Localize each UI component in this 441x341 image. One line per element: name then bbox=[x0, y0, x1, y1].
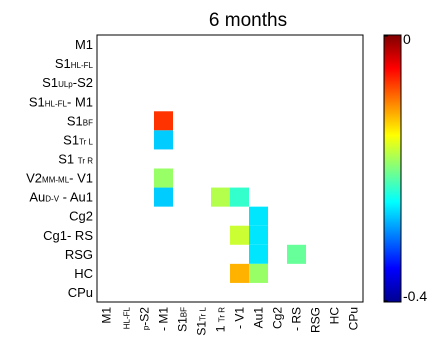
heatmap-cell bbox=[249, 244, 268, 264]
heatmap-cell bbox=[249, 225, 268, 245]
row-label: M1 bbox=[75, 37, 93, 52]
column-label: - RS bbox=[290, 307, 304, 331]
column-label: 1 Tr R bbox=[214, 307, 228, 332]
column-label: Au1 bbox=[252, 307, 266, 329]
row-label: AuD-V - Au1 bbox=[29, 190, 93, 205]
column-label: RSG bbox=[309, 307, 323, 333]
heatmap-cell bbox=[230, 263, 249, 283]
heatmap-cell bbox=[249, 206, 268, 226]
row-label: S1HL-FL- M1 bbox=[29, 94, 93, 109]
heatmap-cell bbox=[154, 168, 173, 188]
row-label: S1Tr L bbox=[63, 132, 93, 147]
row-label: HC bbox=[74, 266, 93, 281]
row-label: V2MM-ML- V1 bbox=[26, 171, 93, 186]
column-label: HC bbox=[328, 307, 342, 325]
column-label: CPu bbox=[347, 307, 361, 330]
column-label: S1Tr L bbox=[195, 306, 209, 335]
row-label: S1ULp-S2 bbox=[42, 75, 93, 90]
heatmap-cell bbox=[154, 187, 173, 207]
column-label: HL-FL bbox=[123, 306, 132, 329]
row-labels: M1 S1HL-FL S1ULp-S2 S1HL-FL- M1 S1BF S1Tr L S1… bbox=[26, 37, 93, 300]
plot-area bbox=[96, 34, 364, 303]
heatmap-cells bbox=[154, 111, 306, 283]
row-label: Cg1- RS bbox=[43, 228, 93, 243]
row-label: S1 Tr R bbox=[58, 151, 93, 166]
heatmap-cell bbox=[154, 130, 173, 150]
heatmap-cell bbox=[287, 244, 306, 264]
column-label: p-S2 bbox=[138, 307, 152, 330]
column-labels: M1 HL-FL p-S2 - M1 S1BF S1Tr L 1 Tr R - V1 Au1 Cg… bbox=[100, 306, 361, 335]
colorbar-max-label: 0 bbox=[403, 31, 411, 47]
column-label: - M1 bbox=[157, 307, 171, 331]
column-label: S1BF bbox=[176, 307, 190, 332]
heatmap-cell bbox=[230, 187, 249, 207]
heatmap-cell bbox=[211, 187, 230, 207]
heatmap-cell bbox=[230, 225, 249, 245]
column-label: Cg2 bbox=[271, 307, 285, 329]
row-label: Cg2 bbox=[69, 209, 93, 224]
column-label: - V1 bbox=[233, 307, 247, 329]
column-label: M1 bbox=[100, 307, 114, 324]
row-label: CPu bbox=[68, 285, 93, 300]
heatmap-cell bbox=[154, 111, 173, 131]
row-label: S1HL-FL bbox=[55, 56, 94, 71]
colorbar bbox=[383, 34, 402, 303]
colorbar-min-label: -0.4 bbox=[403, 288, 427, 304]
heatmap-cell bbox=[249, 263, 268, 283]
chart-title: 6 months bbox=[209, 10, 287, 31]
row-label: RSG bbox=[65, 247, 93, 262]
row-label: S1BF bbox=[67, 113, 93, 128]
